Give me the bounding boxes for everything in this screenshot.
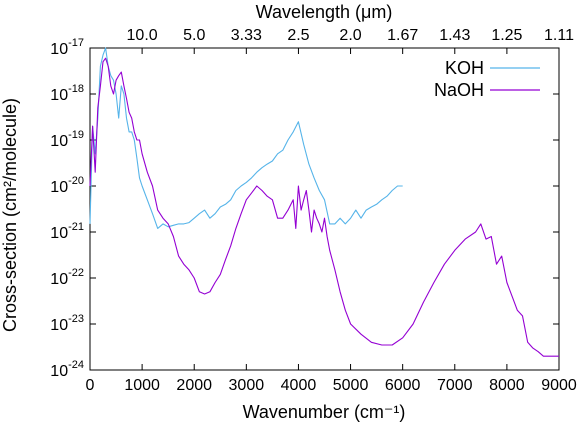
- legend-label-koh: KOH: [445, 58, 484, 78]
- y-axis-label: Cross-section (cm²/molecule): [0, 98, 20, 332]
- y-tick-base: 10: [50, 179, 68, 196]
- top-tick-label: 2.5: [287, 27, 309, 44]
- y-tick-label: 10-19: [50, 129, 84, 150]
- y-tick-label: 10-21: [50, 221, 84, 242]
- x-axis-label: Wavenumber (cm⁻¹): [243, 402, 406, 422]
- top-tick-label: 5.0: [183, 27, 205, 44]
- top-tick-label: 1.67: [387, 27, 418, 44]
- y-tick-exponent: -17: [68, 37, 84, 49]
- x-tick-label: 1000: [124, 377, 160, 394]
- y-tick-base: 10: [50, 41, 68, 58]
- y-tick-base: 10: [50, 225, 68, 242]
- top-tick-label: 1.11: [544, 27, 574, 44]
- y-tick-exponent: -23: [68, 313, 84, 325]
- y-tick-label: 10-24: [50, 359, 84, 380]
- plot-area: [89, 47, 560, 371]
- x-tick-label: 4000: [281, 377, 317, 394]
- y-tick-base: 10: [50, 271, 68, 288]
- x-tick-label: 0: [86, 377, 95, 394]
- x-tick-label: 6000: [385, 377, 421, 394]
- series-line-naoh: [89, 57, 559, 357]
- series-layer: [89, 47, 559, 357]
- y-tick-exponent: -19: [68, 129, 84, 141]
- top-tick-label: 2.0: [339, 27, 361, 44]
- x-tick-label: 9000: [541, 377, 577, 394]
- bottom-x-axis: 0 1000 2000 3000 4000 5000 6000 7000 8000 9000: [86, 364, 577, 394]
- x-tick-label: 7000: [437, 377, 473, 394]
- y-tick-exponent: -22: [68, 267, 84, 279]
- top-x-axis: 10.0 5.0 3.33 2.5 2.0 1.67 1.43 1.25 1.11: [127, 27, 574, 54]
- y-tick-base: 10: [50, 133, 68, 150]
- series-line-koh: [89, 47, 403, 229]
- top-tick-label: 1.25: [491, 27, 522, 44]
- y-tick-label: 10-18: [50, 83, 84, 104]
- y-tick-base: 10: [50, 87, 68, 104]
- top-tick-label: 1.43: [439, 27, 470, 44]
- y-tick-label: 10-23: [50, 313, 84, 334]
- y-tick-label: 10-17: [50, 37, 84, 58]
- top-tick-label: 3.33: [231, 27, 262, 44]
- y-tick-base: 10: [50, 317, 68, 334]
- y-tick-exponent: -24: [68, 359, 84, 371]
- x-tick-label: 5000: [333, 377, 369, 394]
- y-tick-exponent: -20: [68, 175, 84, 187]
- x-tick-label: 2000: [176, 377, 212, 394]
- legend-label-naoh: NaOH: [434, 80, 484, 100]
- y-tick-label: 10-22: [50, 267, 84, 288]
- x-tick-label: 3000: [229, 377, 265, 394]
- top-tick-label: 10.0: [127, 27, 158, 44]
- y-tick-exponent: -21: [68, 221, 84, 233]
- legend: KOH NaOH: [434, 58, 540, 100]
- y-tick-base: 10: [50, 363, 68, 380]
- y-tick-exponent: -18: [68, 83, 84, 95]
- y-tick-label: 10-20: [50, 175, 84, 196]
- x-tick-label: 8000: [489, 377, 525, 394]
- top-axis-label: Wavelength (μm): [256, 2, 393, 22]
